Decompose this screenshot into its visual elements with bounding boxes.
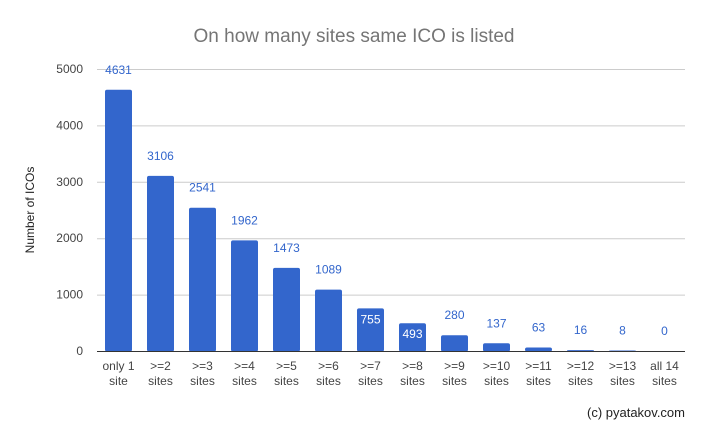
data-label: 63 [532, 320, 546, 334]
y-tick-label: 1000 [56, 288, 83, 302]
bar [189, 207, 216, 352]
x-tick-label: all 14 [650, 359, 679, 373]
data-label: 4631 [105, 63, 132, 77]
x-tick-label: sites [568, 374, 593, 388]
x-tick-label: only 1 [102, 359, 134, 373]
data-label: 2541 [189, 181, 216, 195]
bar [105, 89, 132, 352]
x-tick-label: sites [274, 374, 299, 388]
bar [357, 308, 384, 352]
x-tick-label: >=2 [150, 359, 171, 373]
data-label: 755 [360, 312, 380, 326]
data-label: 493 [402, 327, 422, 341]
x-tick-label: >=8 [402, 359, 423, 373]
x-tick-label: sites [652, 374, 677, 388]
credit-text: (c) pyatakov.com [587, 405, 685, 420]
bar [441, 335, 468, 352]
data-label: 1962 [231, 213, 258, 227]
x-tick-label: site [109, 374, 128, 388]
x-tick-label: >=13 [609, 359, 637, 373]
y-tick-label: 5000 [56, 62, 83, 76]
y-tick-label: 0 [76, 344, 83, 358]
bar [147, 175, 174, 352]
x-tick-label: sites [526, 374, 551, 388]
y-tick-label: 2000 [56, 231, 83, 245]
data-label: 1473 [273, 241, 300, 255]
data-label: 0 [661, 324, 668, 338]
x-tick-label: >=3 [192, 359, 213, 373]
x-tick-label: >=10 [483, 359, 511, 373]
x-tick-label: >=6 [318, 359, 339, 373]
x-tick-label: sites [610, 374, 635, 388]
x-tick-label: sites [442, 374, 467, 388]
x-tick-label: sites [316, 374, 341, 388]
y-tick-label: 4000 [56, 118, 83, 132]
x-tick-label: sites [400, 374, 425, 388]
x-tick-label: sites [484, 374, 509, 388]
data-label: 137 [486, 316, 506, 330]
x-tick-label: sites [232, 374, 257, 388]
x-tick-label: sites [190, 374, 215, 388]
bar [231, 240, 258, 352]
data-label: 3106 [147, 149, 174, 163]
y-tick-label: 3000 [56, 175, 83, 189]
y-axis-label: Number of ICOs [23, 167, 37, 254]
x-tick-label: >=4 [234, 359, 255, 373]
data-label: 280 [444, 308, 464, 322]
x-tick-label: >=5 [276, 359, 297, 373]
x-tick-label: >=11 [525, 359, 552, 373]
chart-title: On how many sites same ICO is listed [194, 26, 515, 47]
data-label: 8 [619, 324, 626, 338]
bar [399, 323, 426, 352]
x-tick-label: >=12 [567, 359, 595, 373]
x-tick-label: >=9 [444, 359, 465, 373]
bar [273, 267, 300, 352]
x-tick-label: sites [358, 374, 383, 388]
bar [483, 343, 510, 352]
x-tick-label: >=7 [360, 359, 381, 373]
bar [525, 347, 552, 352]
data-label: 1089 [315, 263, 342, 277]
bar [315, 289, 342, 352]
data-label: 16 [574, 323, 588, 337]
x-tick-label: sites [148, 374, 173, 388]
